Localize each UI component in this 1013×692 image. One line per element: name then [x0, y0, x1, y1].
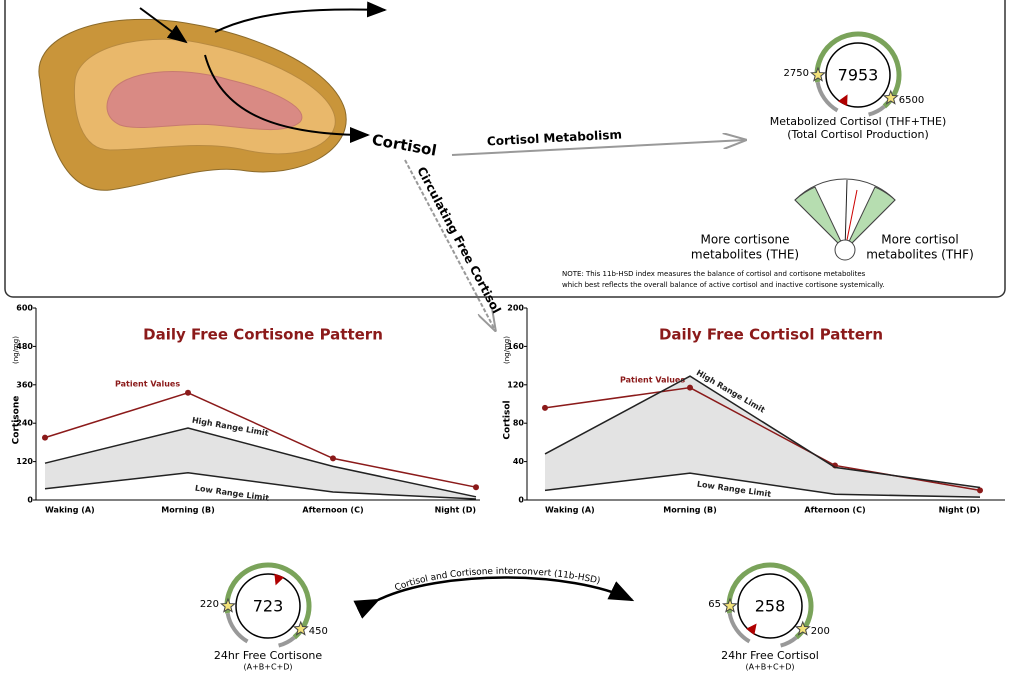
max-label: 200	[811, 626, 830, 637]
min-label: 220	[200, 599, 219, 610]
gauge-label: 24hr Free Cortisone	[214, 649, 323, 662]
point	[185, 390, 191, 396]
gauge-value: 723	[253, 597, 284, 616]
gauge-value: 7953	[838, 66, 879, 85]
gauge-label: Metabolized Cortisol (THF+THE)	[770, 115, 947, 128]
y-tick-label: 80	[513, 419, 525, 428]
x-tick-label: Night (D)	[435, 506, 476, 515]
y-tick-label: 120	[16, 457, 33, 466]
point	[330, 455, 336, 461]
balance-right: metabolites (THF)	[866, 248, 974, 262]
chart-title: Daily Free Cortisone Pattern	[143, 326, 383, 344]
gauge-value: 258	[755, 597, 786, 616]
y-tick-label: 0	[518, 496, 524, 505]
y-label: Cortisol	[503, 400, 513, 439]
max-label: 6500	[899, 95, 924, 106]
gauge-arc	[781, 637, 797, 645]
series-label: Patient Values	[115, 380, 180, 389]
x-tick-label: Night (D)	[939, 506, 980, 515]
gauge-label: (Total Cortisol Production)	[787, 128, 929, 141]
interconvert-label: Cortisol and Cortisone interconvert (11b…	[393, 566, 601, 593]
x-tick-label: Waking (A)	[45, 506, 95, 515]
max-label: 450	[309, 626, 328, 637]
point	[473, 484, 479, 490]
min-label: 2750	[784, 68, 809, 79]
chart-title: Daily Free Cortisol Pattern	[659, 326, 883, 344]
y-tick-label: 120	[507, 380, 524, 389]
x-tick-label: Morning (B)	[663, 506, 716, 515]
balance-left: More cortisone	[700, 233, 789, 247]
range-band	[45, 428, 476, 499]
point	[977, 487, 983, 493]
note: NOTE: This 11b-HSD index measures the ba…	[562, 270, 866, 278]
gauge-label: (A+B+C+D)	[745, 663, 794, 672]
y-tick-label: 360	[16, 380, 33, 389]
point	[542, 405, 548, 411]
y-tick-label: 0	[27, 496, 33, 505]
x-tick-label: Afternoon (C)	[302, 506, 363, 515]
y-label: Cortisone	[12, 396, 22, 445]
gauge-arc	[279, 637, 295, 645]
y-unit: (ng/mg)	[503, 336, 511, 364]
y-unit: (ng/mg)	[12, 336, 20, 364]
point	[687, 385, 693, 391]
min-label: 65	[708, 599, 721, 610]
y-tick-label: 40	[513, 457, 525, 466]
point	[42, 435, 48, 441]
interconvert-label: Cortisol and Cortisone interconvert (11b…	[393, 566, 601, 593]
x-tick-label: Afternoon (C)	[804, 506, 865, 515]
note: which best reflects the overall balance …	[562, 281, 885, 289]
y-tick-label: 200	[507, 304, 524, 313]
x-tick-label: Morning (B)	[161, 506, 214, 515]
balance-right: More cortisol	[881, 233, 958, 247]
gauge-label: 24hr Free Cortisol	[721, 649, 819, 662]
y-tick-label: 600	[16, 304, 33, 313]
balance-left: metabolites (THE)	[691, 248, 799, 262]
x-tick-label: Waking (A)	[545, 506, 595, 515]
gauge-label: (A+B+C+D)	[243, 663, 292, 672]
page: Cortisol Cortisol Metabolism Circulating…	[0, 0, 1013, 692]
